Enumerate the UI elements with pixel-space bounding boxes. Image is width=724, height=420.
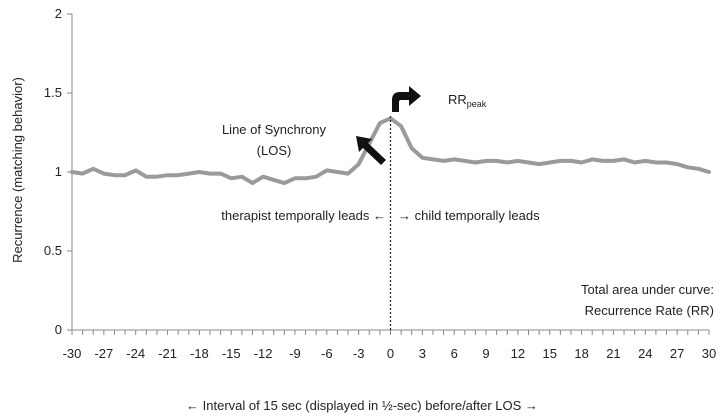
x-tick-label: 18: [574, 346, 588, 361]
rr-peak-label: RRpeak: [448, 92, 487, 109]
series-layer: [70, 116, 711, 186]
los-arrow: [356, 136, 386, 165]
x-tick-label: 27: [670, 346, 684, 361]
x-tick-label: 30: [702, 346, 716, 361]
y-tick-label: 1: [55, 164, 62, 179]
x-tick-label: -24: [126, 346, 145, 361]
x-tick-label: -6: [321, 346, 333, 361]
x-tick-label: 24: [638, 346, 652, 361]
x-tick-label: 15: [543, 346, 557, 361]
series-line: [70, 116, 711, 186]
y-axis: 0 0.5 1 1.5 2: [44, 6, 73, 337]
rr-peak-arrow: [392, 86, 421, 112]
rr-peak-sub: peak: [467, 99, 487, 109]
x-tick-label: 3: [419, 346, 426, 361]
rr-peak-main: RR: [448, 92, 467, 107]
area-label-line2: Recurrence Rate (RR): [585, 303, 714, 318]
y-tick-label: 0: [55, 322, 62, 337]
x-tick-label: -9: [289, 346, 301, 361]
x-tick-label: -30: [63, 346, 82, 361]
los-label-line2: (LOS): [257, 143, 292, 158]
annotations-layer: RRpeak Line of Synchrony (LOS) therapist…: [221, 86, 714, 330]
x-tick-label: -21: [158, 346, 177, 361]
x-tick-label: -3: [353, 346, 365, 361]
y-tick-label: 1.5: [44, 85, 62, 100]
x-tick-label: -27: [94, 346, 113, 361]
x-tick-label: 12: [511, 346, 525, 361]
x-tick-label: -12: [254, 346, 273, 361]
therapist-leads-label: therapist temporally leads ←: [221, 208, 386, 223]
los-label-line1: Line of Synchrony: [222, 122, 327, 137]
x-tick-label: -18: [190, 346, 209, 361]
x-tick-label: 9: [482, 346, 489, 361]
child-leads-label: → child temporally leads: [398, 208, 540, 223]
area-label-line1: Total area under curve:: [581, 282, 714, 297]
x-tick-label: 0: [387, 346, 394, 361]
x-axis: -30 -27 -24 -21 -18 -15 -12 -9 -6 -3 0 3 6 9 12 15 18 21 2…: [63, 329, 716, 361]
y-tick-label: 0.5: [44, 243, 62, 258]
x-axis-title: ← Interval of 15 sec (displayed in ½-sec…: [186, 398, 538, 413]
y-axis-title: Recurrence (matching behavior): [10, 77, 25, 263]
x-tick-label: 21: [606, 346, 620, 361]
x-tick-label: 6: [451, 346, 458, 361]
y-tick-label: 2: [55, 6, 62, 21]
x-tick-label: -15: [222, 346, 241, 361]
